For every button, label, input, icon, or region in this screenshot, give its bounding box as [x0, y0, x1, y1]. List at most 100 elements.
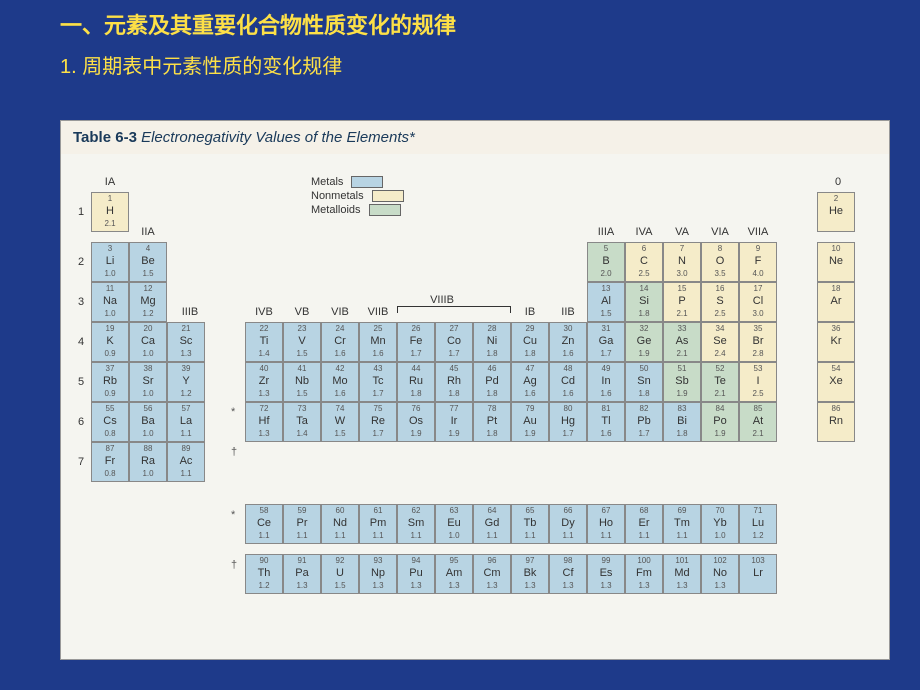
group-label: IVA — [625, 226, 663, 238]
period-label: 3 — [71, 296, 91, 308]
element-cell: 89Ac1.1 — [167, 442, 205, 482]
element-cell: 24Cr1.6 — [321, 322, 359, 362]
group-label: VIB — [321, 306, 359, 318]
group-label: VB — [283, 306, 321, 318]
element-cell: 78Pt1.8 — [473, 402, 511, 442]
element-cell: 50Sn1.8 — [625, 362, 663, 402]
element-cell: 21Sc1.3 — [167, 322, 205, 362]
element-cell: 64Gd1.1 — [473, 504, 511, 544]
element-cell: 65Tb1.1 — [511, 504, 549, 544]
periodic-table-image: Table 6-3 Electronegativity Values of th… — [60, 120, 890, 660]
element-cell: 41Nb1.5 — [283, 362, 321, 402]
element-cell: 93Np1.3 — [359, 554, 397, 594]
group-label: IIIA — [587, 226, 625, 238]
element-cell: 48Cd1.6 — [549, 362, 587, 402]
element-cell: 13Al1.5 — [587, 282, 625, 322]
element-cell: 9F4.0 — [739, 242, 777, 282]
element-cell: 99Es1.3 — [587, 554, 625, 594]
element-cell: 84Po1.9 — [701, 402, 739, 442]
group-label: IIB — [549, 306, 587, 318]
element-cell: 91Pa1.3 — [283, 554, 321, 594]
element-cell: 80Hg1.7 — [549, 402, 587, 442]
group-label: IIIB — [171, 306, 209, 318]
element-cell: 56Ba1.0 — [129, 402, 167, 442]
element-cell: 88Ra1.0 — [129, 442, 167, 482]
element-cell: 22Ti1.4 — [245, 322, 283, 362]
period-label: 7 — [71, 456, 91, 468]
element-cell: 57La1.1 — [167, 402, 205, 442]
element-cell: 83Bi1.8 — [663, 402, 701, 442]
group-label: VIIA — [739, 226, 777, 238]
element-cell: 47Ag1.6 — [511, 362, 549, 402]
element-cell: 33As2.1 — [663, 322, 701, 362]
element-cell: 63Eu1.0 — [435, 504, 473, 544]
element-cell: 25Mn1.6 — [359, 322, 397, 362]
element-cell: 8O3.5 — [701, 242, 739, 282]
element-cell: 87Fr0.8 — [91, 442, 129, 482]
element-cell: 1H2.1 — [91, 192, 129, 232]
element-cell: 11Na1.0 — [91, 282, 129, 322]
element-cell: 61Pm1.1 — [359, 504, 397, 544]
element-cell: 52Te2.1 — [701, 362, 739, 402]
element-cell: 42Mo1.6 — [321, 362, 359, 402]
period-label: 4 — [71, 336, 91, 348]
table-title: Table 6-3 Electronegativity Values of th… — [61, 121, 889, 154]
element-cell: 45Rh1.8 — [435, 362, 473, 402]
element-cell: 97Bk1.3 — [511, 554, 549, 594]
element-cell: 86Rn — [817, 402, 855, 442]
element-cell: 14Si1.8 — [625, 282, 663, 322]
period-label: 1 — [71, 206, 91, 218]
group-label: 0 — [819, 176, 857, 188]
element-cell: 29Cu1.8 — [511, 322, 549, 362]
element-cell: 26Fe1.7 — [397, 322, 435, 362]
element-cell: 4Be1.5 — [129, 242, 167, 282]
element-cell: 40Zr1.3 — [245, 362, 283, 402]
element-cell: 82Pb1.7 — [625, 402, 663, 442]
period-label: 6 — [71, 416, 91, 428]
element-cell: 51Sb1.9 — [663, 362, 701, 402]
group-label: VIIB — [359, 306, 397, 318]
group-label: IB — [511, 306, 549, 318]
element-cell: 34Se2.4 — [701, 322, 739, 362]
group-label: IIA — [129, 226, 167, 238]
element-cell: 72Hf1.3 — [245, 402, 283, 442]
heading-2: 1. 周期表中元素性质的变化规律 — [60, 50, 860, 79]
slide-heading: 一、元素及其重要化合物性质变化的规律 1. 周期表中元素性质的变化规律 — [0, 0, 920, 81]
element-cell: 19K0.9 — [91, 322, 129, 362]
element-cell: 59Pr1.1 — [283, 504, 321, 544]
element-cell: 102No1.3 — [701, 554, 739, 594]
element-cell: 5B2.0 — [587, 242, 625, 282]
legend: Metals Nonmetals Metalloids — [311, 176, 404, 218]
element-cell: 76Os1.9 — [397, 402, 435, 442]
element-cell: 27Co1.7 — [435, 322, 473, 362]
element-cell: 16S2.5 — [701, 282, 739, 322]
element-cell: 17Cl3.0 — [739, 282, 777, 322]
element-cell: 53I2.5 — [739, 362, 777, 402]
element-cell: 71Lu1.2 — [739, 504, 777, 544]
element-cell: 96Cm1.3 — [473, 554, 511, 594]
period-label: 5 — [71, 376, 91, 388]
element-cell: 6C2.5 — [625, 242, 663, 282]
element-cell: 44Ru1.8 — [397, 362, 435, 402]
element-cell: 68Er1.1 — [625, 504, 663, 544]
element-cell: 39Y1.2 — [167, 362, 205, 402]
element-cell: 81Tl1.6 — [587, 402, 625, 442]
group-label: VIIIB — [423, 294, 461, 306]
group-label: IA — [91, 176, 129, 188]
element-cell: 69Tm1.1 — [663, 504, 701, 544]
element-cell: 92U1.5 — [321, 554, 359, 594]
element-cell: 74W1.5 — [321, 402, 359, 442]
element-cell: 54Xe — [817, 362, 855, 402]
element-cell: 98Cf1.3 — [549, 554, 587, 594]
element-cell: 85At2.1 — [739, 402, 777, 442]
heading-1: 一、元素及其重要化合物性质变化的规律 — [60, 8, 860, 40]
element-cell: 90Th1.2 — [245, 554, 283, 594]
element-cell: 30Zn1.6 — [549, 322, 587, 362]
element-cell: 20Ca1.0 — [129, 322, 167, 362]
element-cell: 43Tc1.7 — [359, 362, 397, 402]
period-label: 2 — [71, 256, 91, 268]
group-label: VIA — [701, 226, 739, 238]
element-cell: 18Ar — [817, 282, 855, 322]
periodic-grid: Metals Nonmetals Metalloids IAIIAIIIBIVB… — [61, 154, 889, 644]
element-cell: 7N3.0 — [663, 242, 701, 282]
